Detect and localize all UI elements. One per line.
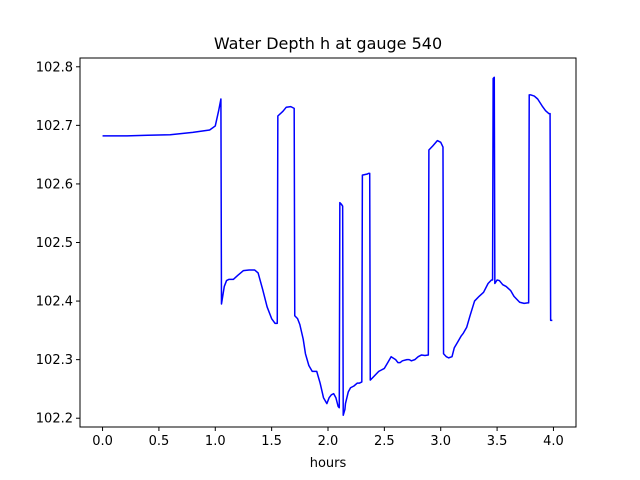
x-tick-label: 0.5 <box>149 434 170 449</box>
y-tick-label: 102.6 <box>36 177 73 192</box>
y-tick-label: 102.7 <box>36 119 73 134</box>
x-tick-label: 3.0 <box>430 434 451 449</box>
y-axis: 102.2 102.3 102.4 102.5 102.6 102.7 102.8 <box>36 60 80 427</box>
x-tick-label: 3.5 <box>487 434 508 449</box>
chart-title: Water Depth h at gauge 540 <box>214 34 442 53</box>
x-tick-label: 1.5 <box>261 434 282 449</box>
x-axis: 0.0 0.5 1.0 1.5 2.0 2.5 3.0 3.5 4.0 <box>92 427 564 449</box>
x-tick-label: 4.0 <box>543 434 564 449</box>
y-tick-label: 102.4 <box>36 295 73 310</box>
x-tick-label: 2.5 <box>374 434 395 449</box>
y-tick-label: 102.5 <box>36 236 73 251</box>
plot-area <box>102 76 553 417</box>
y-tick-label: 102.2 <box>36 412 73 427</box>
series-line-water-depth <box>102 76 553 417</box>
y-tick-label: 102.8 <box>36 60 73 75</box>
x-tick-label: 1.0 <box>205 434 226 449</box>
x-tick-label: 0.0 <box>92 434 113 449</box>
y-tick-label: 102.3 <box>36 353 73 368</box>
x-tick-label: 2.0 <box>318 434 339 449</box>
x-axis-label: hours <box>310 456 347 471</box>
